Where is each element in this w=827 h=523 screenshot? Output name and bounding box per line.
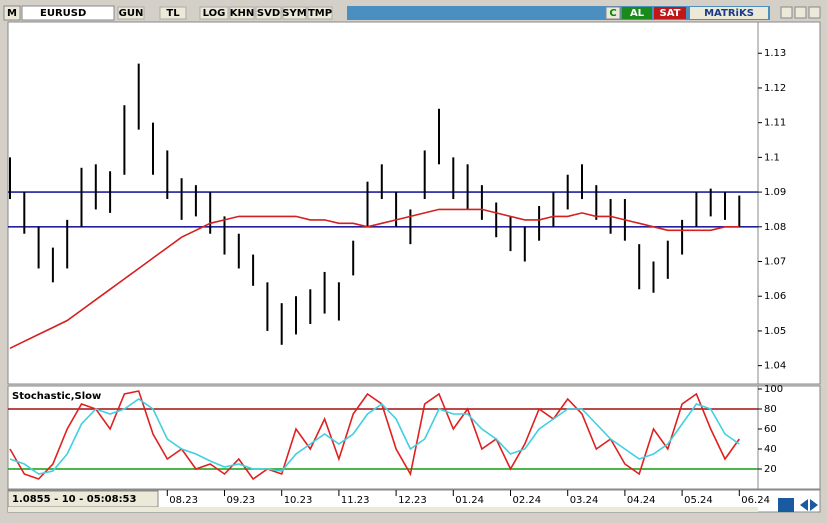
x-tick-label: 06.24 — [741, 495, 770, 506]
stoch-panel — [7, 385, 821, 490]
x-tick-label: 10.23 — [284, 495, 313, 506]
toolbar-button[interactable] — [199, 6, 229, 20]
toolbar-button[interactable] — [117, 6, 145, 20]
x-tick-label: 12.23 — [398, 495, 427, 506]
toolbar-button-label: KHN — [230, 8, 255, 19]
toolbar-button[interactable] — [229, 6, 255, 20]
stoch-title: Stochastic,Slow — [12, 391, 101, 402]
stoch-plot — [8, 390, 758, 481]
x-tick-label: 11.23 — [341, 495, 370, 506]
scroll-right[interactable] — [810, 499, 818, 511]
toolbar-button[interactable] — [307, 6, 333, 20]
sat-label: SAT — [660, 8, 681, 19]
y-tick-label: 1.04 — [764, 361, 786, 372]
symbol-box[interactable] — [21, 5, 115, 21]
x-tick-label: 09.23 — [227, 495, 256, 506]
toolbar-button-label: TL — [166, 8, 180, 19]
toolbar-button[interactable] — [255, 6, 282, 20]
brand: MATRiKS — [704, 8, 754, 19]
c-button[interactable] — [605, 6, 621, 20]
symbol-label: EURUSD — [40, 8, 86, 19]
toolbar-button-label: SYM — [282, 8, 306, 19]
y-tick-label: 1.09 — [764, 187, 786, 198]
y-tick-label: 80 — [764, 404, 777, 415]
toolbar-button-label: TMP — [308, 8, 332, 19]
y-tick-label: 1.1 — [764, 152, 780, 163]
al-button[interactable] — [622, 7, 652, 19]
minimize-button[interactable] — [780, 6, 793, 19]
scroll-icon[interactable] — [778, 498, 794, 512]
y-tick-label: 100 — [764, 384, 783, 395]
y-tick-label: 1.12 — [764, 83, 786, 94]
x-tick-label: 02.24 — [513, 495, 542, 506]
scroll-left[interactable] — [800, 499, 808, 511]
x-tick-label: 05.24 — [684, 495, 713, 506]
toolbar-button-label: GUN — [119, 8, 144, 19]
scrollbar[interactable] — [8, 507, 758, 512]
menu-label: M — [7, 8, 17, 19]
x-tick-label: 08.23 — [169, 495, 198, 506]
x-tick-label: 03.24 — [570, 495, 599, 506]
toolbar-button-label: SVD — [257, 8, 280, 19]
series-line — [9, 208, 740, 350]
maximize-button[interactable] — [794, 6, 807, 19]
toolbar-band — [347, 6, 590, 20]
x-tick-label: 04.24 — [627, 495, 656, 506]
toolbar-button[interactable] — [282, 6, 307, 20]
series-line — [9, 390, 740, 481]
c-label: C — [609, 8, 616, 19]
y-tick-label: 1.13 — [764, 48, 786, 59]
al-label: AL — [630, 8, 645, 19]
y-tick-label: 1.11 — [764, 118, 786, 129]
price-plot — [8, 63, 758, 350]
toolbar-buttons: GUN TL LOG KHN SVD SYM TMP — [117, 6, 333, 20]
y-tick-label: 1.07 — [764, 257, 786, 268]
status: 1.0855 - 10 - 05:08:53 — [12, 494, 137, 505]
y-tick-label: 60 — [764, 424, 777, 435]
y-tick-label: 20 — [764, 464, 777, 475]
x-tick-label: 01.24 — [455, 495, 484, 506]
close-button[interactable] — [808, 6, 821, 19]
toolbar-button-label: LOG — [203, 8, 226, 19]
y-tick-label: 1.06 — [764, 291, 786, 302]
toolbar-button[interactable] — [159, 6, 187, 20]
price-panel — [7, 21, 821, 385]
y-tick-label: 1.08 — [764, 222, 786, 233]
sat-button[interactable] — [654, 7, 686, 19]
y-tick-label: 1.05 — [764, 326, 786, 337]
y-tick-label: 40 — [764, 444, 777, 455]
series-line — [9, 398, 740, 475]
brand-box — [690, 7, 768, 19]
menu-button[interactable] — [3, 5, 21, 21]
